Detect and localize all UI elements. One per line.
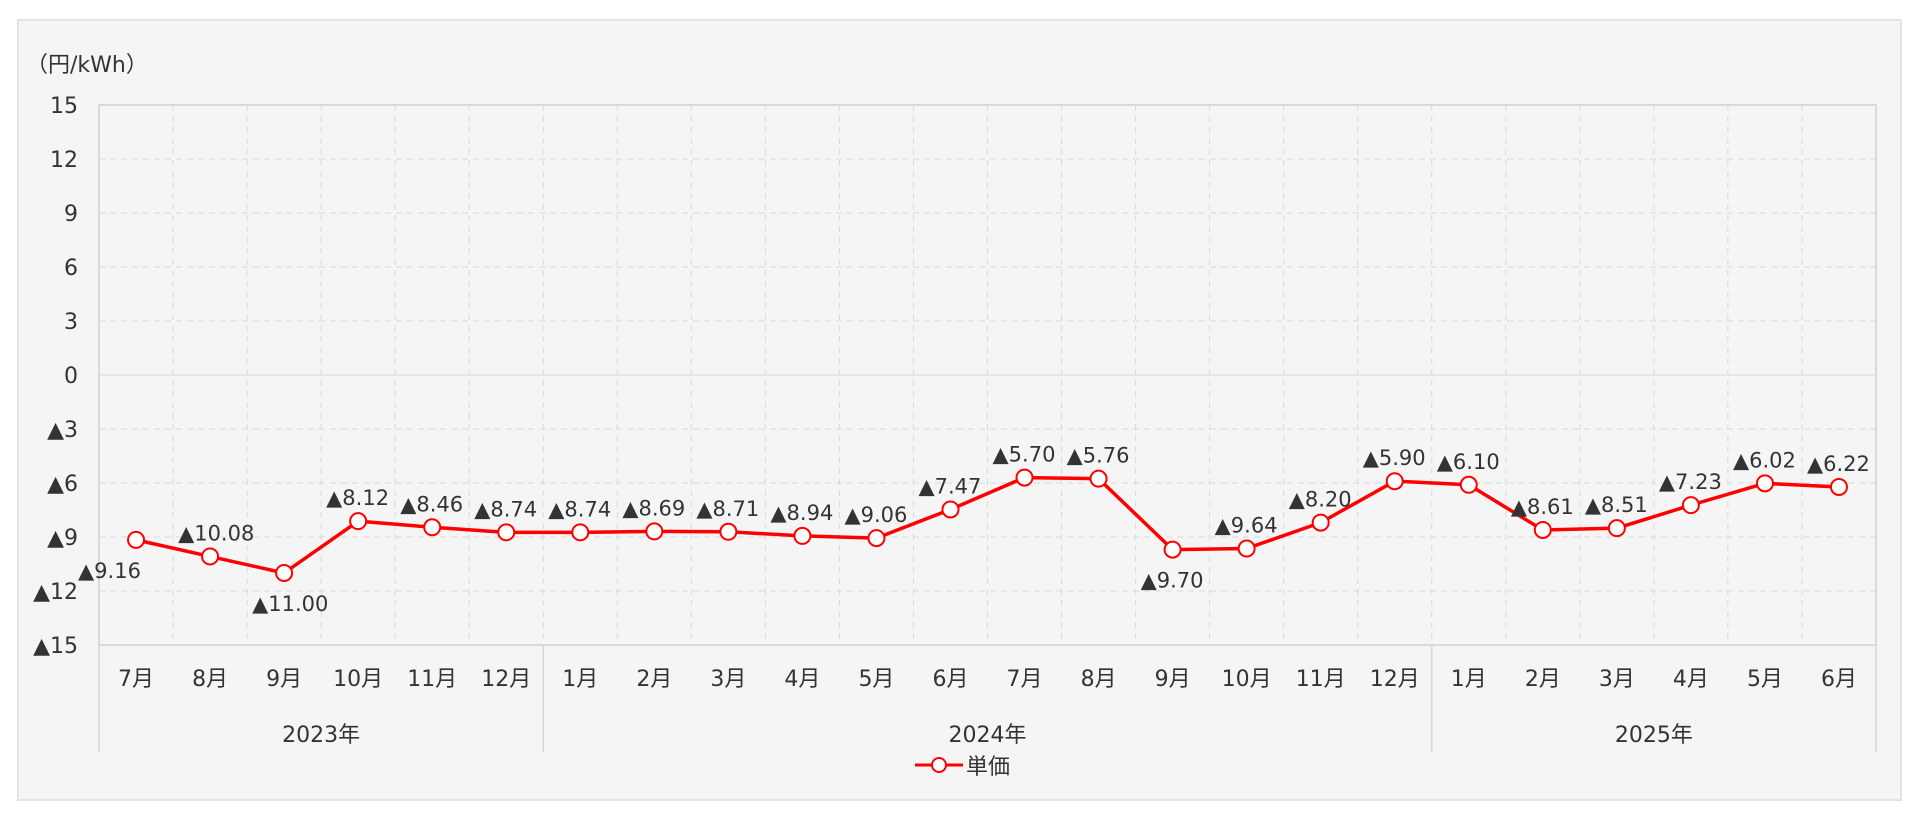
data-label: ▲10.08 (178, 521, 254, 545)
x-year-label: 2025年 (1615, 723, 1693, 748)
series-line-group (135, 475, 1840, 575)
y-tick-label: 6 (64, 256, 78, 281)
x-axis: 7月 8月 9月 10月 11月 12月 1月 2月 3月 4月 5月 6月 7月 8月 9月 10月 11月 1… (98, 645, 1877, 752)
y-axis-tick-labels: 15 12 9 6 3 0 ▲3 ▲6 ▲9 ▲12 ▲15 (33, 94, 78, 659)
data-point (1681, 496, 1700, 515)
data-label: ▲8.94 (770, 501, 833, 525)
x-tick-label: 12月 (481, 667, 531, 692)
x-tick-label: 10月 (333, 667, 383, 692)
data-label: ▲5.70 (993, 443, 1056, 467)
x-tick-label: 8月 (192, 667, 228, 692)
x-tick-label: 9月 (266, 667, 302, 692)
data-label: ▲7.23 (1659, 470, 1722, 494)
data-point (1089, 469, 1108, 488)
data-point (1533, 520, 1552, 539)
x-tick-label: 1月 (562, 667, 598, 692)
data-point (201, 547, 220, 566)
x-tick-label: 3月 (1599, 667, 1635, 692)
data-point (423, 518, 442, 537)
x-tick-label: 12月 (1370, 667, 1420, 692)
data-point (1459, 475, 1478, 494)
data-labels: ▲9.16 ▲10.08 ▲11.00 ▲8.12 ▲8.46 ▲8.74 ▲8.74 ▲8.… (78, 443, 1870, 616)
x-year-label: 2024年 (949, 723, 1027, 748)
data-label: ▲9.16 (78, 559, 141, 583)
data-label: ▲5.76 (1067, 444, 1130, 468)
y-tick-label: ▲12 (33, 580, 78, 605)
data-label: ▲6.02 (1733, 448, 1796, 472)
data-label: ▲9.70 (1141, 569, 1204, 593)
x-tick-label: 5月 (858, 667, 894, 692)
x-tick-label: 6月 (1821, 667, 1857, 692)
y-tick-label: 0 (64, 364, 78, 389)
x-tick-label: 3月 (710, 667, 746, 692)
y-tick-label: 3 (64, 310, 78, 335)
data-point (1607, 519, 1626, 538)
data-point (1311, 513, 1330, 532)
data-label: ▲8.20 (1289, 488, 1352, 512)
y-tick-label: ▲9 (47, 526, 78, 551)
y-tick-label: 9 (64, 202, 78, 227)
data-point (1163, 540, 1182, 559)
data-point (127, 530, 146, 549)
x-tick-label: 2月 (636, 667, 672, 692)
x-year-label: 2023年 (282, 723, 360, 748)
x-tick-label: 4月 (784, 667, 820, 692)
data-label: ▲11.00 (252, 592, 328, 616)
data-point (275, 564, 294, 582)
data-point (941, 500, 960, 519)
data-label: ▲8.51 (1585, 493, 1648, 517)
horizontal-gridlines (99, 158, 1876, 592)
data-point (497, 523, 516, 542)
x-tick-label: 7月 (1007, 667, 1043, 692)
data-point (1829, 477, 1848, 496)
data-label: ▲8.12 (326, 486, 389, 510)
data-label: ▲6.10 (1437, 450, 1500, 474)
legend-marker-icon (931, 757, 947, 773)
y-tick-label: ▲3 (47, 418, 78, 443)
data-point (571, 523, 590, 542)
y-tick-label: 15 (50, 94, 78, 119)
x-tick-label: 2月 (1525, 667, 1561, 692)
x-tick-label: 4月 (1673, 667, 1709, 692)
data-label: ▲9.06 (844, 503, 907, 527)
data-label: ▲6.22 (1807, 452, 1870, 476)
y-tick-label: 12 (50, 148, 78, 173)
x-tick-label: 5月 (1747, 667, 1783, 692)
data-label: ▲8.74 (474, 497, 537, 521)
x-tick-label: 7月 (118, 667, 154, 692)
data-label: ▲9.64 (1215, 514, 1278, 538)
data-label: ▲8.71 (696, 497, 759, 521)
x-tick-label: 11月 (407, 667, 457, 692)
y-axis-unit-label: （円/kWh） (26, 53, 148, 78)
x-tick-label: 9月 (1155, 667, 1191, 692)
legend-label: 単価 (966, 755, 1010, 780)
data-point (867, 529, 886, 548)
y-tick-label: ▲6 (47, 472, 78, 497)
data-label: ▲7.47 (918, 474, 981, 498)
data-point (1385, 472, 1404, 491)
x-tick-label: 11月 (1296, 667, 1346, 692)
legend: 単価 (915, 755, 1010, 780)
data-point (1755, 474, 1774, 493)
y-tick-label: ▲15 (33, 634, 78, 659)
data-label: ▲8.61 (1511, 495, 1574, 519)
data-point (1015, 468, 1034, 487)
data-label: ▲8.74 (548, 497, 611, 521)
x-tick-label: 1月 (1451, 667, 1487, 692)
data-point (349, 512, 368, 531)
data-label: ▲8.46 (400, 492, 463, 516)
x-tick-label: 6月 (932, 667, 968, 692)
x-tick-label: 8月 (1081, 667, 1117, 692)
data-point (793, 526, 812, 545)
data-point (719, 522, 738, 541)
data-points (127, 468, 1848, 582)
data-point (645, 522, 664, 541)
series-line (135, 475, 1840, 575)
x-tick-label: 10月 (1222, 667, 1272, 692)
data-label: ▲5.90 (1363, 446, 1426, 470)
data-point (1237, 539, 1256, 558)
data-label: ▲8.69 (622, 496, 685, 520)
